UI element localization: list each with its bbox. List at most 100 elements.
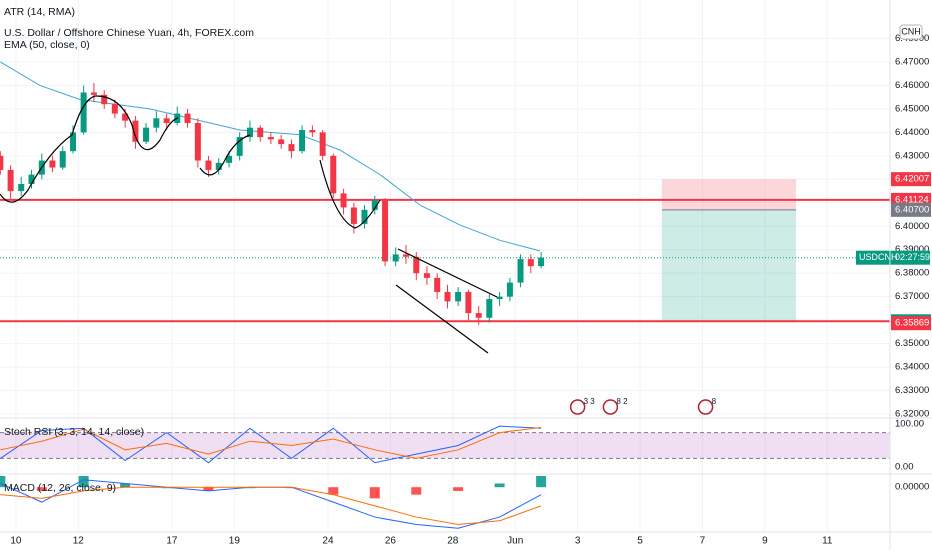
drawing-curve [319, 159, 381, 229]
candle-body [205, 160, 212, 170]
price-tag-label: 6.35869 [895, 318, 929, 329]
candle-body [246, 127, 253, 138]
candle-body [90, 92, 97, 95]
candle-body [132, 120, 139, 142]
y-tick-label: 6.32000 [895, 409, 929, 420]
macd-histogram [203, 487, 214, 491]
y-tick-label: 6.43000 [895, 150, 929, 161]
candle-body [486, 299, 493, 318]
y-tick-label: 6.34000 [895, 362, 929, 373]
candle-body [122, 113, 129, 121]
event-icon [602, 399, 619, 415]
macd-histogram [453, 487, 464, 491]
candle-body [361, 209, 368, 224]
event-icon [697, 399, 714, 415]
y-tick-label: 6.45000 [895, 103, 929, 114]
candle-body [267, 137, 274, 140]
y-tick-label: 6.33000 [895, 385, 929, 396]
candle-body [49, 160, 56, 168]
grid [0, 0, 890, 532]
candle-body [278, 139, 285, 145]
stoch-d [0, 426, 542, 459]
price-tag-label: 6.41124 [895, 194, 929, 205]
candle-body [475, 313, 482, 318]
event-icon [569, 399, 586, 415]
target-zone [661, 209, 797, 322]
y-tick-label: 6.39000 [895, 244, 929, 255]
y-tick-label: 6.47000 [895, 56, 929, 67]
candle-body [59, 151, 66, 168]
y-tick-label: 0.00 [895, 462, 914, 473]
x-tick-label: 5 [637, 536, 643, 547]
stop-zone [661, 179, 797, 210]
event-label: 3 3 [584, 397, 596, 406]
candle-body [257, 127, 264, 138]
y-tick-label: 6.38000 [895, 268, 929, 279]
price-tag-label: 6.42007 [895, 174, 929, 185]
candle-body [455, 291, 462, 302]
candle-body [496, 296, 503, 300]
candle-body [143, 127, 150, 142]
macd-histogram [411, 487, 422, 495]
indicator-label: EMA (50, close, 0) [4, 39, 90, 51]
event-label: 8 [712, 397, 717, 406]
y-tick-label: 6.44000 [895, 127, 929, 138]
candle-body [111, 104, 118, 114]
x-tick-label: 19 [229, 536, 241, 547]
candle-body [309, 130, 316, 133]
macd-histogram [536, 476, 547, 488]
countdown: 02:27:59 [895, 252, 930, 262]
price-tag-label: 6.40700 [895, 204, 929, 215]
candle-body [402, 254, 409, 257]
symbol-label: USDCNH [859, 252, 898, 262]
candle-body [392, 254, 399, 262]
candle-body [350, 207, 357, 224]
candle-body [215, 162, 222, 170]
macd-histogram [0, 476, 6, 488]
candle-body [0, 155, 4, 170]
candle-body [153, 118, 160, 128]
macd-histogram [369, 487, 380, 499]
x-tick-label: 28 [447, 536, 459, 547]
event-label: 8 2 [616, 397, 628, 406]
y-tick-label: 6.46000 [895, 80, 929, 91]
candle-body [506, 282, 513, 297]
candle-body [423, 273, 430, 278]
candle-body [330, 155, 337, 194]
candle-body [7, 169, 14, 192]
wedge-line [395, 284, 489, 354]
last-price-tag [856, 250, 930, 265]
y-tick-label: 0.00000 [895, 482, 929, 493]
currency: CNH [901, 26, 921, 36]
candle-body [527, 259, 534, 267]
indicator-label: Stoch RSI (3, 3, 14, 14, close) [4, 426, 144, 438]
x-tick-label: Jun [507, 536, 523, 547]
macd-histogram [120, 483, 131, 488]
x-tick-label: 7 [700, 536, 706, 547]
macd-histogram [36, 487, 47, 491]
y-tick-label: 6.40000 [895, 221, 929, 232]
x-tick-label: 11 [822, 536, 833, 547]
indicator-label: MACD (12, 26, close, 9) [4, 482, 116, 494]
candle-body [18, 184, 25, 192]
candle-body [517, 259, 524, 283]
candle-body [319, 132, 326, 156]
drawing-curve [94, 95, 179, 151]
macd-histogram [328, 487, 339, 495]
candle-body [236, 137, 243, 156]
candle-body [288, 144, 295, 152]
currency-box[interactable] [899, 24, 923, 40]
macd-histogram [494, 483, 505, 488]
price-tag [891, 316, 931, 331]
candle-body [444, 291, 451, 302]
candle-body [413, 256, 420, 274]
x-tick-label: 9 [762, 536, 768, 547]
indicator-label: ATR (14, RMA) [4, 6, 75, 18]
candle-body [434, 277, 441, 292]
drawing-curve [0, 95, 96, 203]
candle-body [226, 155, 233, 163]
signal-line [0, 486, 542, 526]
x-tick-label: 17 [166, 536, 178, 547]
candle-body [382, 200, 389, 262]
drawing-curve [199, 134, 251, 176]
